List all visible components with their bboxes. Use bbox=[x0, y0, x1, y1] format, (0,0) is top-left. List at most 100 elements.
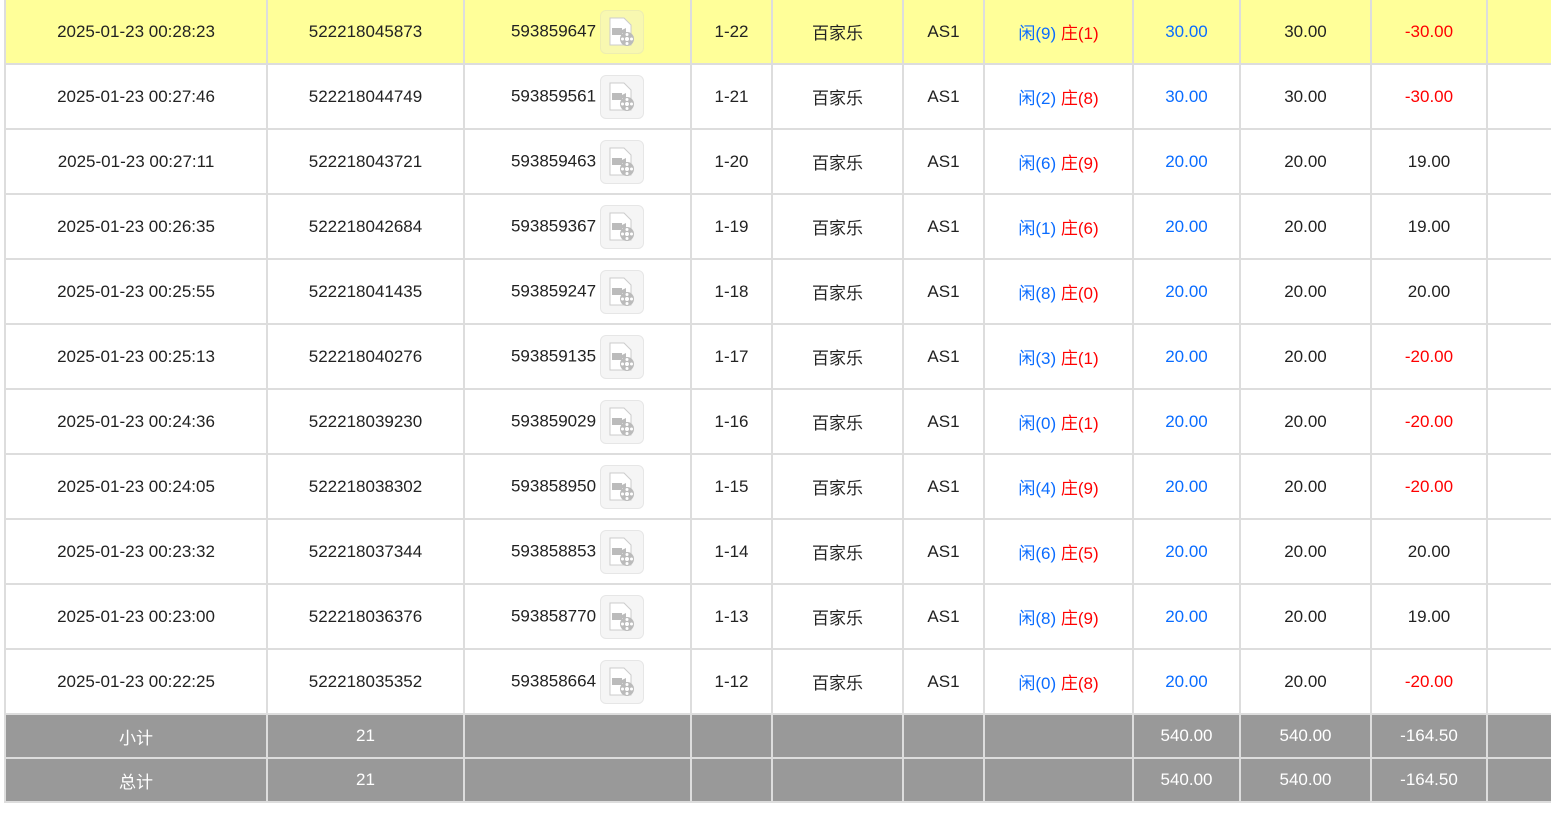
bet-amount: 20.00 bbox=[1132, 648, 1241, 715]
bet-amount: 30.00 bbox=[1132, 0, 1241, 65]
round: 1-18 bbox=[690, 258, 773, 325]
table-row[interactable]: 2025-01-23 00:23:00 522218036376 5938587… bbox=[4, 583, 1551, 650]
win-loss: -30.00 bbox=[1370, 0, 1488, 65]
subtotal-row: 小计 21 540.00 540.00 -164.50 bbox=[4, 713, 1551, 759]
bet-time: 2025-01-23 00:24:36 bbox=[4, 388, 268, 455]
bet-amount: 30.00 bbox=[1132, 63, 1241, 130]
bet-time: 2025-01-23 00:27:11 bbox=[4, 128, 268, 195]
video-replay-icon[interactable] bbox=[600, 139, 645, 184]
video-replay-icon[interactable] bbox=[600, 594, 645, 639]
table-row[interactable]: 2025-01-23 00:22:25 522218035352 5938586… bbox=[4, 648, 1551, 715]
player-result: 闲(0) bbox=[1018, 414, 1057, 433]
player-result: 闲(8) bbox=[1018, 609, 1057, 628]
game-number: 593859647 bbox=[510, 20, 597, 40]
valid-bet: 20.00 bbox=[1239, 583, 1372, 650]
player-result: 闲(6) bbox=[1018, 154, 1057, 173]
round: 1-14 bbox=[690, 518, 773, 585]
order-number: 522218043721 bbox=[266, 128, 465, 195]
banker-result: 庄(8) bbox=[1060, 674, 1099, 693]
win-loss: -30.00 bbox=[1370, 63, 1488, 130]
valid-bet: 20.00 bbox=[1239, 193, 1372, 260]
video-replay-icon[interactable] bbox=[600, 334, 645, 379]
round: 1-12 bbox=[690, 648, 773, 715]
game-type: 百家乐 bbox=[771, 388, 904, 455]
video-replay-icon[interactable] bbox=[600, 464, 645, 509]
table-row[interactable]: 2025-01-23 00:26:35 522218042684 5938593… bbox=[4, 193, 1551, 260]
player-result: 闲(0) bbox=[1018, 674, 1057, 693]
bet-amount: 20.00 bbox=[1132, 388, 1241, 455]
footer-valid: 540.00 bbox=[1239, 713, 1372, 759]
video-replay-icon[interactable] bbox=[600, 659, 645, 704]
game-type: 百家乐 bbox=[771, 193, 904, 260]
table-row[interactable]: 2025-01-23 00:27:11 522218043721 5938594… bbox=[4, 128, 1551, 195]
game-type: 百家乐 bbox=[771, 518, 904, 585]
game-type: 百家乐 bbox=[771, 583, 904, 650]
video-replay-icon[interactable] bbox=[600, 269, 645, 314]
bet-time: 2025-01-23 00:27:46 bbox=[4, 63, 268, 130]
footer-bet: 540.00 bbox=[1132, 757, 1241, 803]
bet-amount: 20.00 bbox=[1132, 258, 1241, 325]
win-loss: 19.00 bbox=[1370, 128, 1488, 195]
round: 1-13 bbox=[690, 583, 773, 650]
banker-result: 庄(9) bbox=[1060, 154, 1099, 173]
game-number: 593859029 bbox=[510, 410, 597, 430]
banker-result: 庄(5) bbox=[1060, 544, 1099, 563]
table-name: AS1 bbox=[902, 63, 985, 130]
banker-result: 庄(0) bbox=[1060, 284, 1099, 303]
footer-win-loss: -164.50 bbox=[1370, 757, 1488, 803]
table-name: AS1 bbox=[902, 0, 985, 65]
order-number: 522218044749 bbox=[266, 63, 465, 130]
valid-bet: 30.00 bbox=[1239, 63, 1372, 130]
table-row[interactable]: 2025-01-23 00:28:23 522218045873 5938596… bbox=[4, 0, 1551, 65]
order-number: 522218040276 bbox=[266, 323, 465, 390]
valid-bet: 20.00 bbox=[1239, 258, 1372, 325]
round: 1-20 bbox=[690, 128, 773, 195]
video-replay-icon[interactable] bbox=[600, 399, 645, 444]
round: 1-15 bbox=[690, 453, 773, 520]
table-row[interactable]: 2025-01-23 00:25:55 522218041435 5938592… bbox=[4, 258, 1551, 325]
table-row[interactable]: 2025-01-23 00:25:13 522218040276 5938591… bbox=[4, 323, 1551, 390]
bet-time: 2025-01-23 00:25:13 bbox=[4, 323, 268, 390]
video-replay-icon[interactable] bbox=[600, 204, 645, 249]
round: 1-16 bbox=[690, 388, 773, 455]
order-number: 522218042684 bbox=[266, 193, 465, 260]
table-row[interactable]: 2025-01-23 00:27:46 522218044749 5938595… bbox=[4, 63, 1551, 130]
round: 1-17 bbox=[690, 323, 773, 390]
table-row[interactable]: 2025-01-23 00:24:05 522218038302 5938589… bbox=[4, 453, 1551, 520]
banker-result: 庄(8) bbox=[1060, 89, 1099, 108]
game-type: 百家乐 bbox=[771, 453, 904, 520]
valid-bet: 20.00 bbox=[1239, 453, 1372, 520]
player-result: 闲(4) bbox=[1018, 479, 1057, 498]
bet-amount: 20.00 bbox=[1132, 453, 1241, 520]
win-loss: 20.00 bbox=[1370, 518, 1488, 585]
banker-result: 庄(9) bbox=[1060, 609, 1099, 628]
bet-time: 2025-01-23 00:24:05 bbox=[4, 453, 268, 520]
bet-time: 2025-01-23 00:28:23 bbox=[4, 0, 268, 65]
video-replay-icon[interactable] bbox=[600, 529, 645, 574]
game-number: 593858950 bbox=[510, 475, 597, 495]
table-row[interactable]: 2025-01-23 00:23:32 522218037344 5938588… bbox=[4, 518, 1551, 585]
win-loss: -20.00 bbox=[1370, 453, 1488, 520]
banker-result: 庄(9) bbox=[1060, 479, 1099, 498]
bet-amount: 20.00 bbox=[1132, 128, 1241, 195]
game-number: 593859463 bbox=[510, 150, 597, 170]
banker-result: 庄(1) bbox=[1060, 414, 1099, 433]
video-replay-icon[interactable] bbox=[600, 9, 645, 54]
valid-bet: 20.00 bbox=[1239, 323, 1372, 390]
game-type: 百家乐 bbox=[771, 323, 904, 390]
win-loss: 19.00 bbox=[1370, 193, 1488, 260]
bet-time: 2025-01-23 00:22:25 bbox=[4, 648, 268, 715]
total-row: 总计 21 540.00 540.00 -164.50 bbox=[4, 757, 1551, 803]
game-type: 百家乐 bbox=[771, 128, 904, 195]
bet-time: 2025-01-23 00:23:32 bbox=[4, 518, 268, 585]
table-name: AS1 bbox=[902, 258, 985, 325]
player-result: 闲(8) bbox=[1018, 284, 1057, 303]
valid-bet: 20.00 bbox=[1239, 128, 1372, 195]
game-number: 593858770 bbox=[510, 605, 597, 625]
video-replay-icon[interactable] bbox=[600, 74, 645, 119]
table-name: AS1 bbox=[902, 323, 985, 390]
round: 1-21 bbox=[690, 63, 773, 130]
table-row[interactable]: 2025-01-23 00:24:36 522218039230 5938590… bbox=[4, 388, 1551, 455]
footer-valid: 540.00 bbox=[1239, 757, 1372, 803]
banker-result: 庄(1) bbox=[1060, 24, 1099, 43]
